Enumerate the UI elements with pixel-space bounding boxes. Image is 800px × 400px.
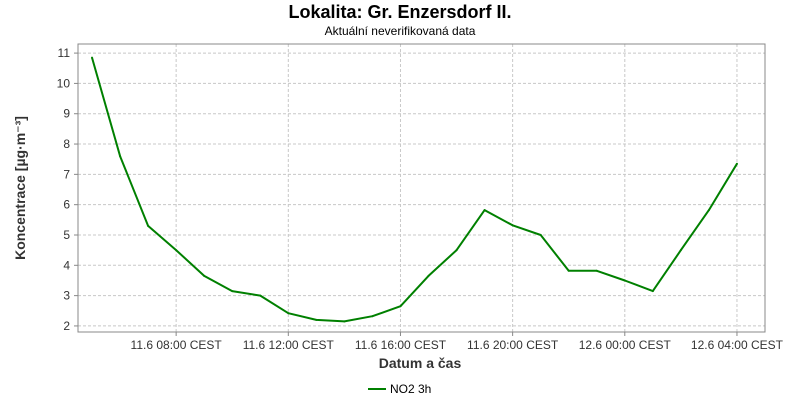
legend[interactable]: NO2 3h: [368, 382, 431, 396]
chart-subtitle: Aktuální neverifikovaná data: [324, 24, 476, 38]
x-tick-label: 11.6 08:00 CEST: [131, 338, 223, 352]
data-point: [567, 269, 570, 272]
data-point: [91, 56, 94, 59]
x-tick-label: 12.6 04:00 CEST: [691, 338, 784, 352]
grid: [78, 44, 765, 332]
legend-item-no2-3h[interactable]: NO2 3h: [368, 382, 431, 396]
data-point: [371, 315, 374, 318]
data-point: [539, 233, 542, 236]
y-tick-label: 10: [57, 76, 71, 90]
y-tick-label: 11: [58, 46, 71, 60]
y-axis-label: Koncentrace [µg·m⁻³]: [12, 116, 28, 260]
data-point: [119, 155, 122, 158]
series-layer: [91, 56, 738, 323]
data-point: [707, 209, 710, 212]
series-line-no2-3h: [91, 57, 738, 323]
data-point: [511, 224, 514, 227]
data-point: [427, 274, 430, 277]
y-tick-label: 8: [63, 137, 70, 151]
data-point: [343, 320, 346, 323]
data-point: [287, 312, 290, 315]
y-tick-label: 7: [63, 167, 70, 181]
data-point: [679, 249, 682, 252]
x-axis: 11.6 08:00 CEST 11.6 12:00 CEST 11.6 16:00…: [131, 332, 784, 352]
x-tick-label: 12.6 00:00 CEST: [579, 338, 672, 352]
data-point: [175, 249, 178, 252]
data-point: [455, 249, 458, 252]
x-tick-label: 11.6 20:00 CEST: [467, 338, 559, 352]
y-axis: 2 3 4 5 6 7 8 9 10 11: [57, 46, 78, 333]
chart-title: Lokalita: Gr. Enzersdorf II.: [288, 2, 512, 22]
x-axis-label: Datum a čas: [379, 355, 462, 371]
plot-area: [77, 43, 766, 333]
y-tick-label: 9: [63, 107, 70, 121]
data-point: [595, 269, 598, 272]
data-point: [735, 162, 738, 165]
data-point: [259, 294, 262, 297]
x-tick-label: 11.6 16:00 CEST: [355, 338, 447, 352]
y-tick-label: 2: [63, 319, 70, 333]
y-tick-label: 6: [63, 198, 70, 212]
data-point: [399, 305, 402, 308]
data-point: [483, 209, 486, 212]
legend-label: NO2 3h: [390, 382, 431, 396]
data-point: [231, 290, 234, 293]
data-point: [147, 224, 150, 227]
y-tick-label: 5: [63, 228, 70, 242]
data-point: [315, 318, 318, 321]
data-point: [651, 290, 654, 293]
data-point: [203, 274, 206, 277]
y-tick-label: 4: [63, 258, 70, 272]
x-tick-label: 11.6 12:00 CEST: [243, 338, 335, 352]
y-tick-label: 3: [63, 289, 70, 303]
data-point: [623, 279, 626, 282]
